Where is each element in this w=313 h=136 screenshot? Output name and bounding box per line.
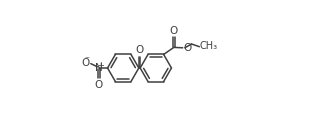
Text: O: O bbox=[170, 26, 178, 35]
Text: N: N bbox=[95, 63, 103, 73]
Text: O: O bbox=[95, 80, 103, 90]
Text: O: O bbox=[136, 45, 144, 55]
Text: ⁻: ⁻ bbox=[85, 55, 90, 65]
Text: CH₃: CH₃ bbox=[200, 41, 218, 51]
Text: +: + bbox=[97, 61, 104, 70]
Text: O: O bbox=[81, 58, 90, 68]
Text: O: O bbox=[183, 43, 191, 53]
